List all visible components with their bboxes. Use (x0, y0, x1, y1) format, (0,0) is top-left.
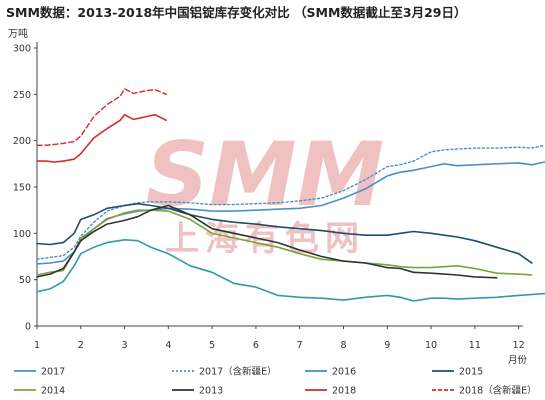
x-tick-label: 11 (469, 340, 481, 351)
series-line-3 (36, 202, 533, 264)
series-line-2 (36, 239, 545, 302)
legend-label: 2015 (459, 367, 483, 378)
y-tick-label: 300 (13, 44, 31, 55)
legend: 2017 2017（含新疆E） 2016 2015 2014 2013 2018 2018（含… (14, 366, 537, 397)
legend-label: 2016 (332, 367, 356, 378)
x-tick-label: 9 (384, 340, 390, 351)
series-line-5 (36, 204, 498, 279)
x-tick-label: 4 (165, 340, 171, 351)
legend-item: 2018 (305, 386, 356, 397)
y-tick-label: 150 (13, 183, 31, 194)
series-line-4 (36, 209, 533, 276)
y-tick-label: 250 (13, 90, 31, 101)
legend-item: 2017 (14, 367, 65, 378)
y-tick-label: 200 (13, 136, 31, 147)
y-tick-label: 50 (19, 275, 31, 286)
legend-label: 2013 (199, 386, 223, 397)
x-tick-label: 5 (209, 340, 215, 351)
legend-item: 2017（含新疆E） (172, 366, 277, 378)
y-axis-unit: 万吨 (8, 29, 28, 40)
x-tick-label: 3 (122, 340, 128, 351)
x-tick-label: 10 (425, 340, 437, 351)
series-line-6 (36, 113, 167, 163)
legend-item: 2018（含新疆E） (432, 385, 537, 397)
y-tick-label: 0 (25, 322, 31, 333)
legend-label: 2014 (41, 386, 65, 397)
legend-label: 2018（含新疆E） (459, 385, 537, 397)
x-tick-label: 7 (297, 340, 303, 351)
watermark: SMM 上海有色网 (146, 123, 385, 259)
legend-item: 2013 (172, 386, 223, 397)
series-line-7 (36, 88, 167, 146)
x-tick-label: 2 (78, 340, 84, 351)
legend-label: 2017（含新疆E） (199, 366, 277, 378)
x-axis-label: 月份 (508, 354, 528, 366)
legend-item: 2016 (305, 367, 356, 378)
x-tick-label: 12 (513, 340, 525, 351)
x-tick-label: 1 (34, 340, 40, 351)
legend-item: 2014 (14, 386, 65, 397)
legend-label: 2018 (332, 386, 356, 397)
legend-item: 2015 (432, 367, 483, 378)
chart-title: SMM数据：2013-2018年中国铝锭库存变化对比 （SMM数据截止至3月29… (6, 5, 467, 20)
legend-label: 2017 (41, 367, 65, 378)
x-tick-label: 6 (253, 340, 259, 351)
series-group (36, 88, 545, 302)
x-tick-label: 8 (340, 340, 346, 351)
series-line-1 (36, 144, 545, 260)
y-tick-label: 100 (13, 229, 31, 240)
